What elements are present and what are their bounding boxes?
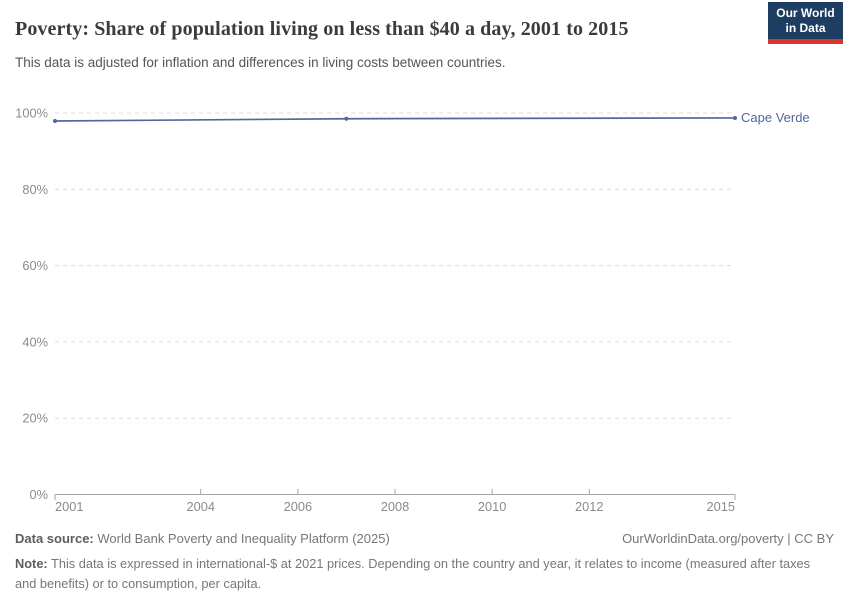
chart-footer: Data source: World Bank Poverty and Ineq… (15, 531, 834, 594)
y-tick-label: 0% (30, 487, 49, 502)
x-tick-label: 2006 (284, 499, 312, 514)
x-tick-label: 2008 (381, 499, 409, 514)
owid-logo-line1: Our World (776, 6, 835, 20)
chart-header: Poverty: Share of population living on l… (15, 13, 850, 70)
data-source-label: Data source: (15, 531, 94, 546)
owid-logo-line2: in Data (785, 21, 826, 35)
x-tick-label: 2012 (575, 499, 603, 514)
note-line: Note: This data is expressed in internat… (15, 554, 827, 594)
y-tick-label: 60% (22, 258, 48, 273)
series-line (54, 117, 736, 122)
chart-title: Poverty: Share of population living on l… (15, 18, 629, 40)
x-tick-label: 2001 (55, 499, 83, 514)
owid-logo-accent-bar (768, 39, 843, 44)
note-label: Note: (15, 556, 48, 571)
data-source-text: World Bank Poverty and Inequality Platfo… (93, 531, 390, 546)
x-tick-label: 2010 (478, 499, 506, 514)
x-tick-label: 2004 (186, 499, 214, 514)
y-tick-label: 40% (22, 334, 48, 349)
series-label: Cape Verde (741, 110, 810, 125)
license-text: OurWorldinData.org/poverty | CC BY (622, 531, 834, 546)
series-point (733, 115, 737, 120)
chart-subtitle: This data is adjusted for inflation and … (15, 55, 506, 70)
owid-logo-box: Our World in Data (768, 2, 843, 39)
series-point (53, 119, 57, 124)
y-tick-label: 80% (22, 182, 48, 197)
data-source-line: Data source: World Bank Poverty and Ineq… (15, 531, 390, 546)
owid-logo: Our World in Data (768, 2, 843, 44)
y-tick-label: 100% (15, 106, 48, 121)
y-tick-label: 20% (22, 411, 48, 426)
note-text: This data is expressed in international-… (15, 556, 811, 591)
series-point (344, 116, 349, 121)
x-tick-label: 2015 (707, 499, 735, 514)
